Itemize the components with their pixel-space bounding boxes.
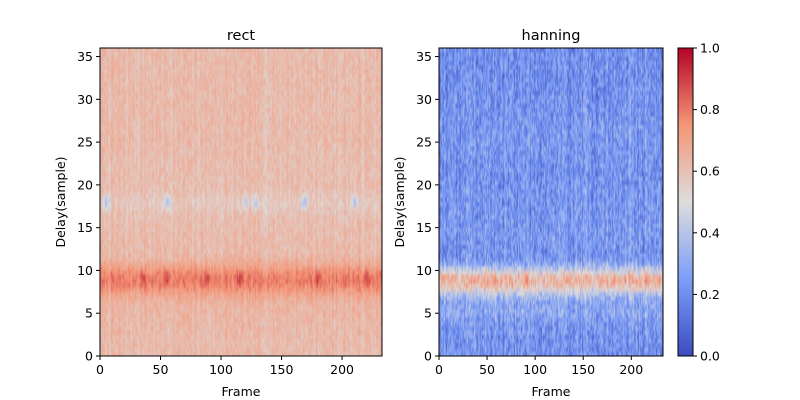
x-tick-label: 200 — [330, 362, 354, 377]
x-tick-label: 200 — [619, 362, 643, 377]
y-tick-label: 15 — [416, 220, 432, 235]
x-tick-label: 0 — [435, 362, 443, 377]
hanning-y-axis-label: Delay(sample) — [392, 156, 407, 247]
rect-x-axis-label: Frame — [222, 384, 261, 399]
x-tick-label: 0 — [96, 362, 104, 377]
colorbar-tick-label: 0.4 — [700, 225, 720, 240]
colorbar-gradient — [678, 48, 693, 356]
rect-x-ticks: 0 50 100 150 200 — [96, 356, 354, 377]
x-tick-label: 100 — [523, 362, 547, 377]
y-tick-label: 10 — [416, 263, 432, 278]
y-tick-label: 25 — [77, 135, 93, 150]
x-tick-label: 150 — [270, 362, 294, 377]
y-tick-label: 15 — [77, 220, 93, 235]
hanning-x-axis-label: Frame — [532, 384, 571, 399]
y-tick-label: 20 — [416, 177, 432, 192]
y-tick-label: 5 — [85, 306, 93, 321]
y-tick-label: 35 — [416, 49, 432, 64]
hanning-x-ticks: 0 50 100 150 200 — [435, 356, 643, 377]
colorbar-ticks: 0.0 0.2 0.4 0.6 0.8 1.0 — [693, 41, 720, 364]
hanning-heatmap-panel: hanning 0 50 100 150 200 0 5 10 15 20 25 30 35 Fram… — [392, 28, 663, 399]
y-tick-label: 25 — [416, 135, 432, 150]
y-tick-label: 0 — [424, 349, 432, 364]
colorbar-tick-label: 0.8 — [700, 102, 720, 117]
y-tick-label: 5 — [424, 306, 432, 321]
x-tick-label: 50 — [153, 362, 169, 377]
colorbar-tick-label: 1.0 — [700, 41, 720, 56]
y-tick-label: 0 — [85, 349, 93, 364]
hanning-y-ticks: 0 5 10 15 20 25 30 35 — [416, 49, 439, 363]
rect-heatmap-panel: rect 0 50 100 150 200 0 5 10 15 20 25 30 35 Frame D… — [53, 28, 382, 399]
y-tick-label: 10 — [77, 263, 93, 278]
x-tick-label: 150 — [571, 362, 595, 377]
rect-y-ticks: 0 5 10 15 20 25 30 35 — [77, 49, 100, 363]
y-tick-label: 20 — [77, 177, 93, 192]
y-tick-label: 30 — [77, 92, 93, 107]
colorbar-tick-label: 0.2 — [700, 287, 720, 302]
hanning-title: hanning — [522, 28, 581, 44]
colorbar: 0.0 0.2 0.4 0.6 0.8 1.0 — [678, 41, 720, 364]
y-tick-label: 35 — [77, 49, 93, 64]
x-tick-label: 50 — [479, 362, 495, 377]
rect-y-axis-label: Delay(sample) — [53, 156, 68, 247]
hanning-heatmap-image — [439, 48, 663, 356]
rect-heatmap-image — [100, 48, 382, 356]
y-tick-label: 30 — [416, 92, 432, 107]
colorbar-tick-label: 0.6 — [700, 164, 720, 179]
rect-title: rect — [227, 28, 256, 44]
x-tick-label: 100 — [209, 362, 233, 377]
colorbar-tick-label: 0.0 — [700, 349, 720, 364]
